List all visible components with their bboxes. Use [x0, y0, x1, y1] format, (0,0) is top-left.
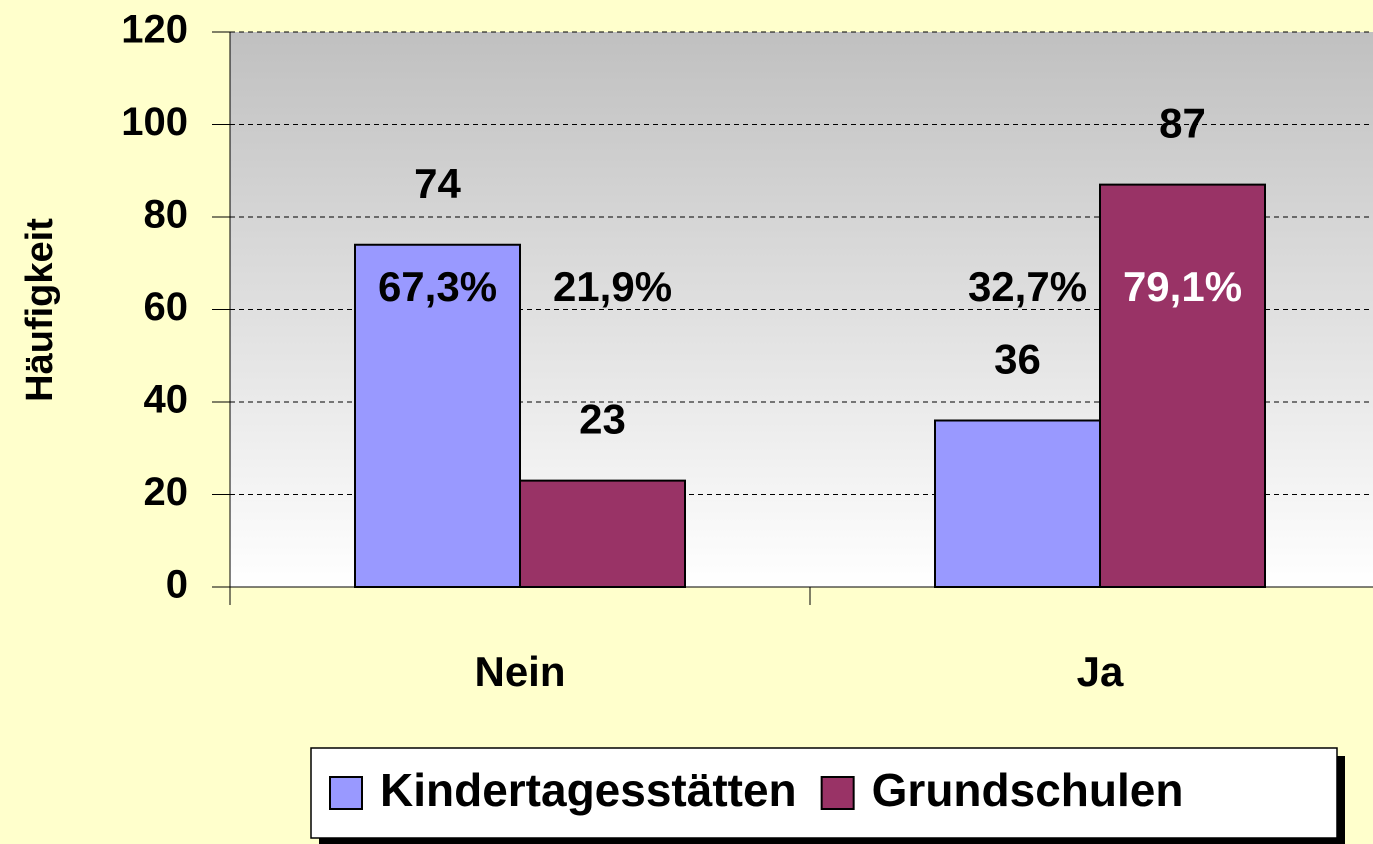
- x-tick-label: Nein: [474, 648, 565, 695]
- y-tick-label: 60: [144, 285, 189, 329]
- y-axis-label: Häufigkeit: [19, 218, 61, 402]
- bar: [1099, 183, 1266, 588]
- value-label: 36: [994, 336, 1041, 383]
- y-tick-label: 80: [144, 193, 189, 237]
- value-label: 87: [1159, 100, 1206, 147]
- value-label: 74: [414, 160, 461, 207]
- y-tick-label: 40: [144, 378, 189, 422]
- share-label: 67,3%: [378, 263, 497, 310]
- share-label: 79,1%: [1123, 263, 1242, 310]
- share-label: 21,9%: [553, 263, 672, 310]
- y-tick-label: 20: [144, 470, 189, 514]
- bar: [934, 419, 1101, 588]
- y-tick-label: 0: [166, 563, 188, 607]
- value-label: 23: [579, 396, 626, 443]
- legend-swatch: [820, 776, 855, 810]
- legend-label: Kindertagesstätten: [380, 764, 797, 816]
- legend-swatch: [329, 776, 363, 810]
- y-tick-label: 100: [121, 100, 188, 144]
- y-tick-label: 120: [121, 8, 188, 52]
- bar: [519, 479, 686, 588]
- legend: [310, 747, 1338, 839]
- share-label: 32,7%: [968, 263, 1087, 310]
- bar: [354, 243, 521, 588]
- legend-label: Grundschulen: [872, 764, 1184, 816]
- x-tick-label: Ja: [1077, 648, 1124, 695]
